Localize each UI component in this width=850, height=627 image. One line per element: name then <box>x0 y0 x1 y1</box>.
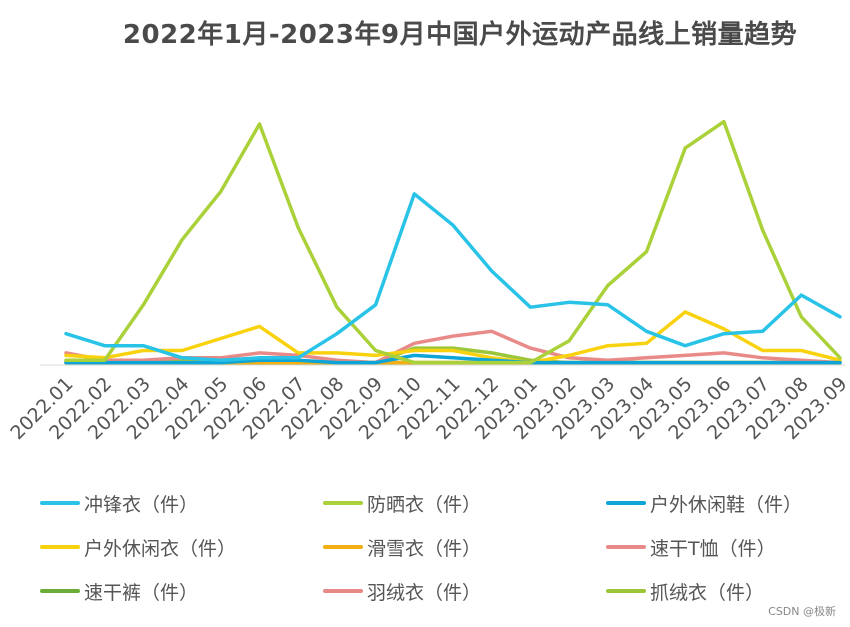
legend-swatch <box>40 589 80 593</box>
legend-label: 冲锋衣（件） <box>84 493 199 516</box>
legend-label: 滑雪衣（件） <box>367 537 482 560</box>
legend-swatch <box>323 589 363 593</box>
legend-label: 速干T恤（件） <box>650 537 776 560</box>
legend-item[interactable]: 速干T恤（件） <box>606 532 840 562</box>
x-axis-tick-labels: 2022.012022.022022.032022.042022.052022.… <box>6 373 850 444</box>
legend-item[interactable]: 户外休闲鞋（件） <box>606 488 840 518</box>
legend-swatch <box>606 501 646 505</box>
legend-label: 户外休闲衣（件） <box>84 537 237 560</box>
legend-label: 速干裤（件） <box>84 581 199 604</box>
series-lines <box>64 119 842 365</box>
legend-swatch <box>323 545 363 549</box>
legend-label: 户外休闲鞋（件） <box>650 493 803 516</box>
legend-swatch <box>606 545 646 549</box>
chart-title: 2022年1月-2023年9月中国户外运动产品线上销量趋势 <box>122 20 798 50</box>
legend-label: 防晒衣（件） <box>367 493 482 516</box>
series-line-1 <box>64 119 842 365</box>
legend-swatch <box>40 545 80 549</box>
legend-item[interactable]: 滑雪衣（件） <box>323 532 606 562</box>
legend-swatch <box>40 501 80 505</box>
legend-item[interactable]: 抓绒衣（件） <box>606 576 840 606</box>
legend-item[interactable]: 速干裤（件） <box>40 576 323 606</box>
watermark: CSDN @极新 <box>768 605 836 618</box>
legend-swatch <box>606 589 646 593</box>
series-line-3 <box>64 310 842 365</box>
legend-label: 抓绒衣（件） <box>650 581 765 604</box>
legend-item[interactable]: 冲锋衣（件） <box>40 488 323 518</box>
legend-label: 羽绒衣（件） <box>367 581 482 604</box>
legend-swatch <box>323 501 363 505</box>
legend: 冲锋衣（件） 防晒衣（件） 户外休闲鞋（件） 户外休闲衣（件） 滑雪衣（件） 速干T恤（件… <box>40 488 840 606</box>
legend-item[interactable]: 户外休闲衣（件） <box>40 532 323 562</box>
series-line-2 <box>64 353 842 365</box>
legend-item[interactable]: 防晒衣（件） <box>323 488 606 518</box>
legend-item[interactable]: 羽绒衣（件） <box>323 576 606 606</box>
series-line-0 <box>64 192 842 362</box>
